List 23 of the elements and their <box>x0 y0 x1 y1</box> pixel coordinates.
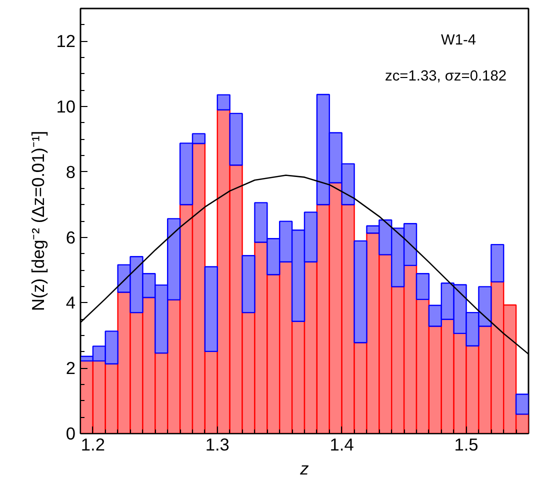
bar <box>515 394 528 415</box>
y-tick-label: 0 <box>66 424 76 444</box>
x-tick-label: 1.5 <box>454 434 478 454</box>
x-tick-label: 1.2 <box>80 434 105 454</box>
x-tick-label: 1.4 <box>330 434 354 454</box>
annotation: W1-4 <box>440 32 476 48</box>
bar <box>354 240 368 344</box>
bar <box>490 244 504 282</box>
y-tick-label: 10 <box>56 96 76 117</box>
bar <box>216 94 230 110</box>
y-tick-label: 8 <box>66 162 76 182</box>
y-tick-label: 4 <box>66 292 76 313</box>
y-tick-label: 2 <box>66 358 76 378</box>
bar <box>242 255 256 314</box>
bar <box>229 112 243 166</box>
bar <box>204 266 218 352</box>
bar <box>416 273 430 300</box>
x-axis-title: z <box>299 458 310 478</box>
x-tick-label: 1.3 <box>205 434 230 454</box>
y-tick-label: 12 <box>56 31 76 52</box>
y-axis-title: N(z) [deg⁻² (Δz=0.01)⁻¹] <box>28 130 48 312</box>
annotation: zc=1.33, σz=0.182 <box>385 68 507 84</box>
y-tick-label: 6 <box>66 227 76 248</box>
